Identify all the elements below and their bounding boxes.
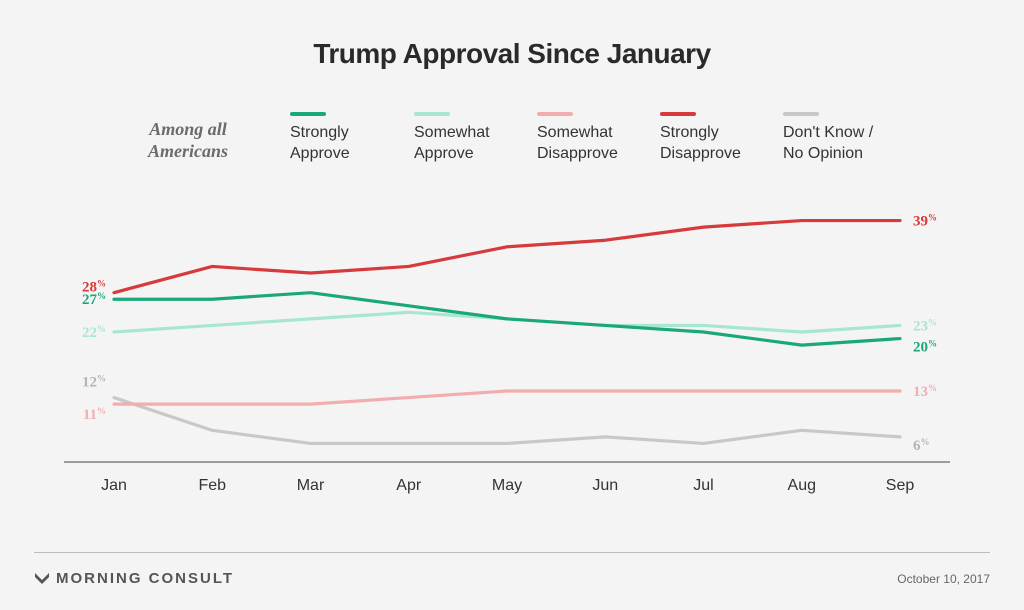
- chart-title: Trump Approval Since January: [313, 38, 711, 69]
- x-tick-label: Jan: [101, 477, 127, 494]
- start-value-label: 12%: [82, 374, 106, 391]
- legend-label: Somewhat Disapprove: [537, 124, 618, 162]
- legend-item: Strongly Disapprove: [660, 112, 790, 164]
- legend-swatch: [783, 112, 819, 116]
- x-tick-label: Jun: [592, 477, 618, 494]
- end-value-label: 6%: [913, 437, 930, 454]
- legend-swatch: [537, 112, 573, 116]
- end-value-label: 13%: [913, 383, 937, 400]
- legend-label: Strongly Approve: [290, 124, 350, 162]
- publish-date: October 10, 2017: [897, 572, 990, 586]
- morning-consult-logo-icon: [35, 572, 49, 584]
- legend-caption: Among all Americans: [147, 119, 228, 161]
- legend-item: Strongly Approve: [290, 112, 420, 164]
- legend-item: Somewhat Approve: [414, 112, 544, 164]
- x-tick-label: Sep: [886, 477, 915, 494]
- legend-item: Somewhat Disapprove: [537, 112, 667, 164]
- legend-swatch: [290, 112, 326, 116]
- start-value-label: 11%: [83, 406, 106, 423]
- legend-label: Strongly Disapprove: [660, 124, 741, 162]
- x-tick-label: Aug: [788, 477, 816, 494]
- legend-swatch: [660, 112, 696, 116]
- x-tick-label: Apr: [396, 477, 422, 494]
- end-value-label: 39%: [913, 213, 937, 230]
- series-line: [112, 389, 902, 406]
- brand: MORNING CONSULT: [34, 570, 234, 587]
- series-line: [112, 395, 902, 446]
- x-tick-label: Feb: [198, 477, 226, 494]
- x-tick-label: Jul: [693, 477, 713, 494]
- legend-item: Don't Know / No Opinion: [783, 112, 913, 164]
- x-tick-label: Mar: [297, 477, 325, 494]
- legend-label: Don't Know / No Opinion: [783, 124, 874, 162]
- end-value-label: 20%: [913, 339, 937, 356]
- footer-divider: [34, 552, 990, 553]
- series-line: [112, 218, 902, 295]
- brand-name: MORNING CONSULT: [56, 570, 235, 587]
- series-line: [112, 291, 902, 347]
- series-line: [112, 310, 902, 334]
- start-value-label: 22%: [82, 324, 106, 341]
- legend-label: Somewhat Approve: [414, 124, 490, 162]
- end-value-label: 23%: [913, 317, 937, 334]
- x-tick-label: May: [492, 477, 522, 494]
- legend-swatch: [414, 112, 450, 116]
